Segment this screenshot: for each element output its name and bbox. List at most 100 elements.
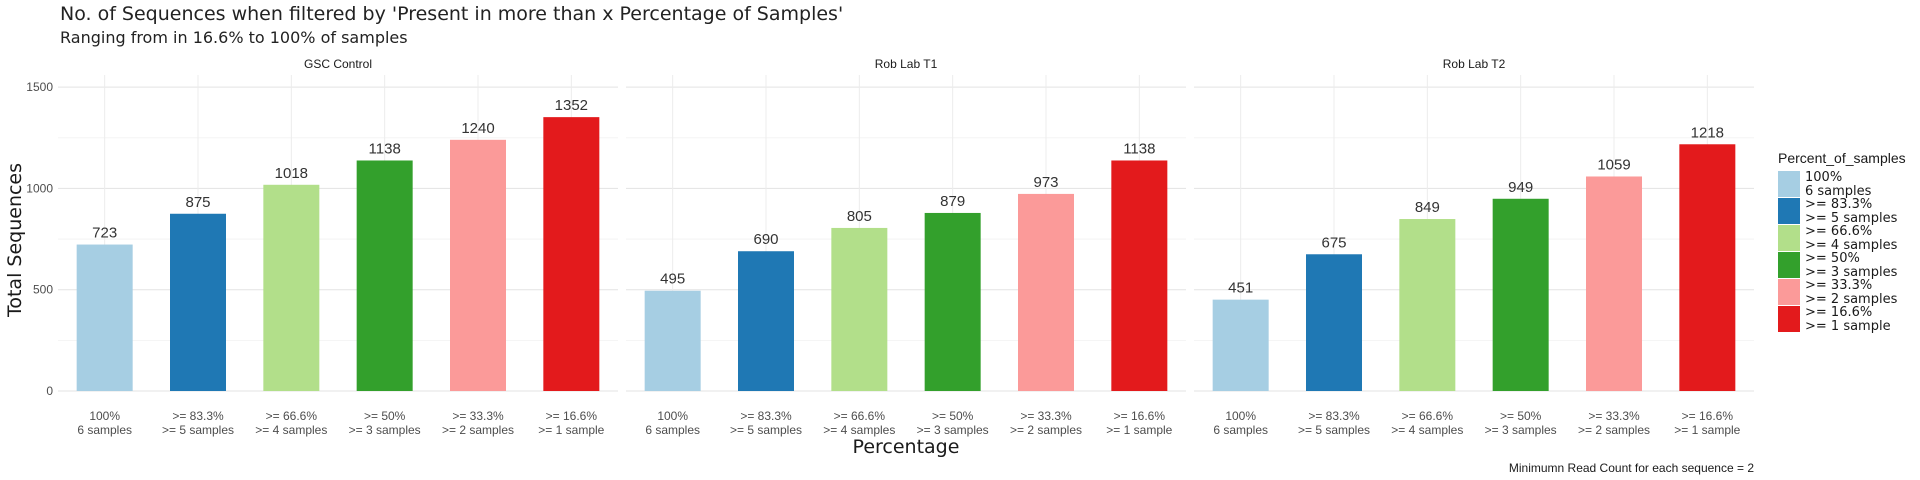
bar — [1586, 176, 1642, 391]
data-label: 675 — [1321, 234, 1346, 251]
data-label: 949 — [1508, 179, 1533, 196]
data-label: 875 — [185, 194, 210, 211]
legend-key — [1778, 198, 1800, 224]
x-tick-label: >= 16.6% — [1114, 409, 1166, 423]
bar — [543, 117, 600, 391]
bar — [831, 227, 888, 391]
chart-title: No. of Sequences when filtered by 'Prese… — [60, 3, 843, 25]
y-tick-label: 0 — [46, 384, 53, 398]
y-tick-label: 500 — [33, 283, 53, 297]
x-tick-label: >= 5 samples — [162, 423, 234, 437]
bar — [738, 251, 794, 391]
bar — [1018, 193, 1074, 391]
bar — [924, 212, 981, 391]
legend-label: >= 66.6% — [1805, 224, 1872, 239]
x-tick-label: 6 samples — [77, 423, 132, 437]
bar — [1111, 160, 1168, 391]
y-axis-title: Total Sequences — [4, 163, 26, 318]
data-label: 1240 — [461, 120, 494, 137]
x-tick-label: >= 2 samples — [1578, 423, 1650, 437]
data-label: 1352 — [555, 97, 588, 114]
caption: Minimumn Read Count for each sequence = … — [1509, 461, 1754, 475]
bar — [1306, 254, 1362, 391]
x-tick-label: >= 50% — [932, 409, 974, 423]
x-tick-label: 6 samples — [645, 423, 700, 437]
x-axis-title: Percentage — [853, 436, 960, 458]
legend-label: >= 16.6% — [1805, 305, 1872, 320]
bar — [1679, 144, 1736, 391]
data-label: 805 — [847, 208, 872, 225]
x-tick-label: >= 33.3% — [1588, 409, 1640, 423]
legend-label: >= 1 sample — [1805, 319, 1891, 334]
x-tick-label: >= 3 samples — [349, 423, 421, 437]
data-label: 451 — [1228, 280, 1253, 297]
x-tick-label: >= 16.6% — [1682, 409, 1734, 423]
legend-label: >= 83.3% — [1805, 197, 1872, 212]
legend-title: Percent_of_samples — [1778, 150, 1906, 166]
x-tick-label: >= 66.6% — [834, 409, 886, 423]
x-tick-label: >= 1 sample — [1674, 423, 1740, 437]
x-tick-label: >= 66.6% — [266, 409, 318, 423]
x-tick-label: >= 83.3% — [740, 409, 792, 423]
data-label: 973 — [1033, 174, 1058, 191]
bar — [263, 184, 320, 391]
bar — [1399, 219, 1456, 391]
x-tick-label: >= 50% — [1500, 409, 1542, 423]
x-tick-label: >= 4 samples — [255, 423, 327, 437]
x-tick-label: >= 3 samples — [1485, 423, 1557, 437]
x-tick-label: >= 83.3% — [172, 409, 224, 423]
y-tick-label: 1000 — [26, 181, 53, 195]
legend-label: >= 33.3% — [1805, 278, 1872, 293]
x-tick-label: 100% — [1225, 409, 1256, 423]
bar — [356, 160, 413, 391]
x-tick-label: >= 16.6% — [546, 409, 598, 423]
data-label: 879 — [940, 193, 965, 210]
bar — [1492, 198, 1549, 391]
legend-key — [1778, 252, 1800, 278]
x-tick-label: >= 2 samples — [442, 423, 514, 437]
facet-strip-label: Rob Lab T2 — [1443, 57, 1506, 71]
x-tick-label: >= 66.6% — [1402, 409, 1454, 423]
data-label: 723 — [92, 225, 117, 242]
x-tick-label: >= 1 sample — [1106, 423, 1172, 437]
legend-label: >= 3 samples — [1805, 265, 1898, 280]
chart-subtitle: Ranging from in 16.6% to 100% of samples — [60, 28, 408, 47]
x-tick-label: 100% — [657, 409, 688, 423]
data-label: 1018 — [275, 165, 308, 182]
data-label: 849 — [1415, 199, 1440, 216]
facet-strip-label: Rob Lab T1 — [875, 57, 938, 71]
x-tick-label: >= 3 samples — [917, 423, 989, 437]
bar — [170, 213, 226, 391]
data-label: 1138 — [1123, 140, 1155, 157]
data-label: 1218 — [1691, 124, 1724, 141]
data-label: 495 — [660, 271, 685, 288]
legend-label: >= 4 samples — [1805, 238, 1898, 253]
bar — [644, 290, 701, 391]
bar — [76, 244, 133, 391]
legend: Percent_of_samples 100%6 samples>= 83.3%… — [1778, 150, 1906, 334]
x-tick-label: >= 50% — [364, 409, 406, 423]
facet-strip-label: GSC Control — [304, 57, 372, 71]
x-tick-label: >= 4 samples — [823, 423, 895, 437]
x-tick-label: >= 1 sample — [538, 423, 604, 437]
data-label: 690 — [753, 231, 778, 248]
x-tick-label: >= 5 samples — [730, 423, 802, 437]
y-tick-label: 1500 — [26, 80, 53, 94]
data-label: 1059 — [1597, 156, 1630, 173]
data-label: 1138 — [369, 140, 401, 157]
legend-key — [1778, 279, 1800, 305]
x-tick-label: >= 33.3% — [452, 409, 504, 423]
legend-label: >= 2 samples — [1805, 292, 1898, 307]
legend-label: 100% — [1805, 170, 1842, 185]
x-tick-label: 100% — [89, 409, 120, 423]
legend-label: >= 5 samples — [1805, 211, 1898, 226]
legend-key — [1778, 225, 1800, 251]
legend-label: >= 50% — [1805, 251, 1860, 266]
x-tick-label: 6 samples — [1213, 423, 1268, 437]
x-tick-label: >= 33.3% — [1020, 409, 1072, 423]
